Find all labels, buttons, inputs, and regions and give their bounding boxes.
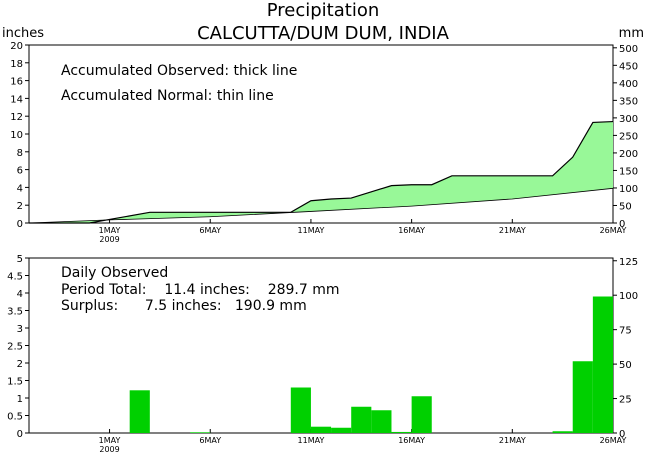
- y2-tick-label: 200: [619, 149, 638, 160]
- daily-bar: [129, 390, 150, 433]
- x-tick-label: 16MAY: [398, 226, 425, 235]
- y-tick-label: 4: [17, 183, 23, 194]
- daily-bar: [190, 432, 211, 433]
- annotation-normal: Accumulated Normal: thin line: [61, 88, 274, 104]
- y-tick-label: 4.5: [7, 272, 23, 283]
- y-tick-label: 3.5: [7, 307, 23, 318]
- y2-tick-label: 150: [619, 166, 638, 177]
- y-tick-label: 4: [17, 289, 23, 300]
- y-tick-label: 1.5: [7, 377, 23, 388]
- y-tick-label: 0: [17, 429, 23, 440]
- y-tick-label: 2: [17, 201, 23, 212]
- daily-bar: [391, 431, 412, 433]
- daily-bar: [371, 410, 392, 433]
- x-tick-label: 6MAY: [199, 436, 221, 445]
- y-tick-label: 20: [10, 41, 23, 52]
- x-tick-label: 1MAY: [99, 226, 121, 235]
- y-tick-label: 8: [17, 148, 23, 159]
- y2-tick-label: 450: [619, 61, 638, 72]
- y2-tick-label: 25: [619, 395, 632, 406]
- left-unit-label: inches: [2, 26, 44, 41]
- y2-tick-label: 350: [619, 96, 638, 107]
- daily-bar: [592, 296, 613, 433]
- y-tick-label: 2: [17, 359, 23, 370]
- daily-bar: [331, 427, 352, 433]
- annotation-observed: Accumulated Observed: thick line: [61, 63, 297, 79]
- y-tick-label: 16: [10, 77, 23, 88]
- x-year-label: 2009: [99, 445, 119, 454]
- y-tick-label: 12: [10, 112, 23, 123]
- accumulated-chart: 0246810121416182005010015020025030035040…: [10, 41, 638, 244]
- surplus-area: [29, 121, 613, 223]
- y2-tick-label: 100: [619, 184, 638, 195]
- figure-title: Precipitation: [267, 0, 380, 21]
- daily-bar: [290, 387, 311, 433]
- x-tick-label: 26MAY: [600, 226, 627, 235]
- y2-tick-label: 100: [619, 291, 638, 302]
- x-tick-label: 16MAY: [398, 436, 425, 445]
- y-tick-label: 18: [10, 59, 23, 70]
- right-unit-label: mm: [619, 26, 644, 41]
- x-tick-label: 1MAY: [99, 436, 121, 445]
- y2-tick-label: 400: [619, 79, 638, 90]
- y-tick-label: 1: [17, 394, 23, 405]
- x-tick-label: 11MAY: [298, 226, 325, 235]
- y-tick-label: 0.5: [7, 412, 23, 423]
- annotation-daily: Daily Observed: [61, 265, 168, 281]
- y2-tick-label: 0: [619, 219, 625, 230]
- daily-bar: [552, 431, 573, 433]
- y2-tick-label: 0: [619, 429, 625, 440]
- y-tick-label: 3: [17, 324, 23, 335]
- x-tick-label: 21MAY: [499, 436, 526, 445]
- x-tick-label: 26MAY: [600, 436, 627, 445]
- x-tick-label: 6MAY: [199, 226, 221, 235]
- x-tick-label: 21MAY: [499, 226, 526, 235]
- annotation-period-total: Period Total: 11.4 inches: 289.7 mm: [61, 282, 340, 298]
- y2-tick-label: 50: [619, 201, 632, 212]
- daily-bar: [411, 396, 432, 433]
- y2-tick-label: 300: [619, 114, 638, 125]
- daily-bar: [310, 426, 332, 433]
- y2-tick-label: 250: [619, 131, 638, 142]
- x-year-label: 2009: [99, 235, 119, 244]
- y2-tick-label: 50: [619, 360, 632, 371]
- y-tick-label: 5: [17, 254, 23, 265]
- annotation-surplus: Surplus: 7.5 inches: 190.9 mm: [61, 298, 307, 314]
- daily-bar: [351, 406, 372, 433]
- daily-chart: 00.511.522.533.544.5502550751001251MAY20…: [7, 254, 638, 454]
- y-tick-label: 6: [17, 166, 23, 177]
- figure-subtitle: CALCUTTA/DUM DUM, INDIA: [197, 23, 450, 44]
- normal-line: [28, 187, 614, 224]
- y-tick-label: 2.5: [7, 342, 23, 353]
- y-tick-label: 14: [10, 94, 23, 105]
- x-tick-label: 11MAY: [298, 436, 325, 445]
- y2-tick-label: 500: [619, 44, 638, 55]
- y-tick-label: 0: [17, 219, 23, 230]
- y2-tick-label: 75: [619, 326, 632, 337]
- observed-line: [29, 120, 614, 224]
- y-tick-label: 10: [10, 130, 23, 141]
- daily-bar: [572, 361, 593, 433]
- y2-tick-label: 125: [619, 257, 638, 268]
